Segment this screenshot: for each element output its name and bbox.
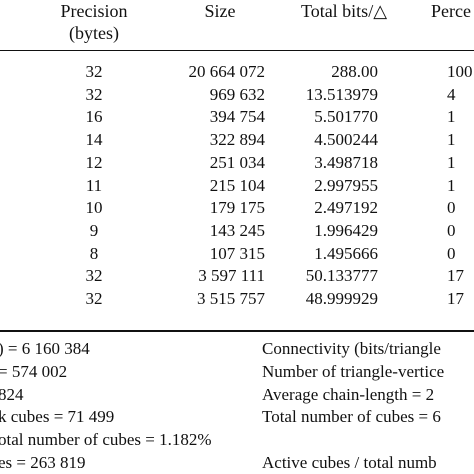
stat-left-line: ) = 6 160 384 (0, 339, 90, 358)
cell-total-bits: 48.999929 (305, 289, 378, 308)
stat-left-line: = 574 002 (0, 361, 68, 381)
cell-size: 251 034 (209, 152, 265, 172)
stat-right-line: Active cubes / total numb (262, 453, 437, 472)
stat-left-line: es = 263 819 (0, 453, 86, 472)
cell-precision: 14 (85, 130, 103, 150)
cell-percent: 17 (447, 266, 464, 286)
cell-size: 3 597 111 (198, 266, 265, 286)
cell-precision: 16 (85, 107, 103, 127)
stat-left-line: 824 (0, 384, 24, 404)
cell-precision: 32 (85, 62, 103, 81)
cell-size: 3 515 757 (197, 289, 265, 308)
cell-total-bits: 13.513979 (305, 84, 378, 104)
cell-percent: 1 (447, 152, 456, 172)
column-header-total-bits: Total bits/△ (300, 1, 388, 21)
cell-percent: 1 (447, 130, 456, 150)
cell-precision: 8 (89, 243, 99, 263)
cell-size: 179 175 (209, 198, 265, 218)
stat-right-line: Connectivity (bits/triangle (262, 339, 441, 358)
cell-percent: 100 (447, 62, 473, 81)
cell-total-bits: 3.498718 (314, 152, 378, 172)
cell-size: 322 894 (209, 130, 265, 150)
cell-percent: 0 (447, 243, 456, 263)
cell-size: 215 104 (209, 175, 265, 195)
cell-precision: 11 (85, 175, 103, 195)
cell-total-bits: 1.996429 (314, 220, 378, 240)
cell-precision: 32 (85, 289, 103, 308)
table-bottom-rule (0, 330, 474, 332)
stat-right-line: Total number of cubes = 6 (262, 407, 441, 427)
cell-percent: 0 (447, 198, 456, 218)
cell-percent: 0 (447, 220, 456, 240)
column-header-size: Size (204, 1, 236, 21)
cell-total-bits: 5.501770 (314, 107, 378, 127)
column-header-percent: Perce (431, 1, 471, 21)
stat-left-line: otal number of cubes = 1.182% (0, 430, 212, 450)
cell-total-bits: 4.500244 (314, 130, 378, 150)
cell-precision: 12 (85, 152, 103, 172)
cell-total-bits: 50.133777 (305, 266, 378, 286)
stat-right-line: Number of triangle-vertice (262, 361, 445, 381)
cell-size: 143 245 (209, 220, 265, 240)
cell-percent: 1 (447, 175, 456, 195)
cell-total-bits: 2.997955 (314, 175, 378, 195)
cell-size: 394 754 (209, 107, 265, 127)
cell-percent: 1 (447, 107, 456, 127)
cell-precision: 32 (85, 266, 103, 286)
cell-size: 20 664 072 (188, 62, 266, 81)
cell-precision: 10 (85, 198, 103, 218)
stat-left-line: k cubes = 71 499 (0, 407, 115, 427)
cell-size: 107 315 (209, 243, 265, 263)
header-rule (0, 50, 474, 51)
cell-size: 969 632 (209, 84, 265, 104)
cell-precision: 32 (85, 84, 103, 104)
cell-total-bits: 2.497192 (314, 198, 378, 218)
stat-right-line: Average chain-length = 2 (262, 384, 435, 404)
cell-precision: 9 (89, 220, 99, 240)
column-header-precision: Precision (bytes) (60, 1, 128, 43)
cell-total-bits: 1.495666 (314, 243, 378, 263)
cell-percent: 4 (447, 84, 456, 104)
cell-total-bits: 288.00 (331, 62, 378, 81)
cell-percent: 17 (447, 289, 464, 308)
